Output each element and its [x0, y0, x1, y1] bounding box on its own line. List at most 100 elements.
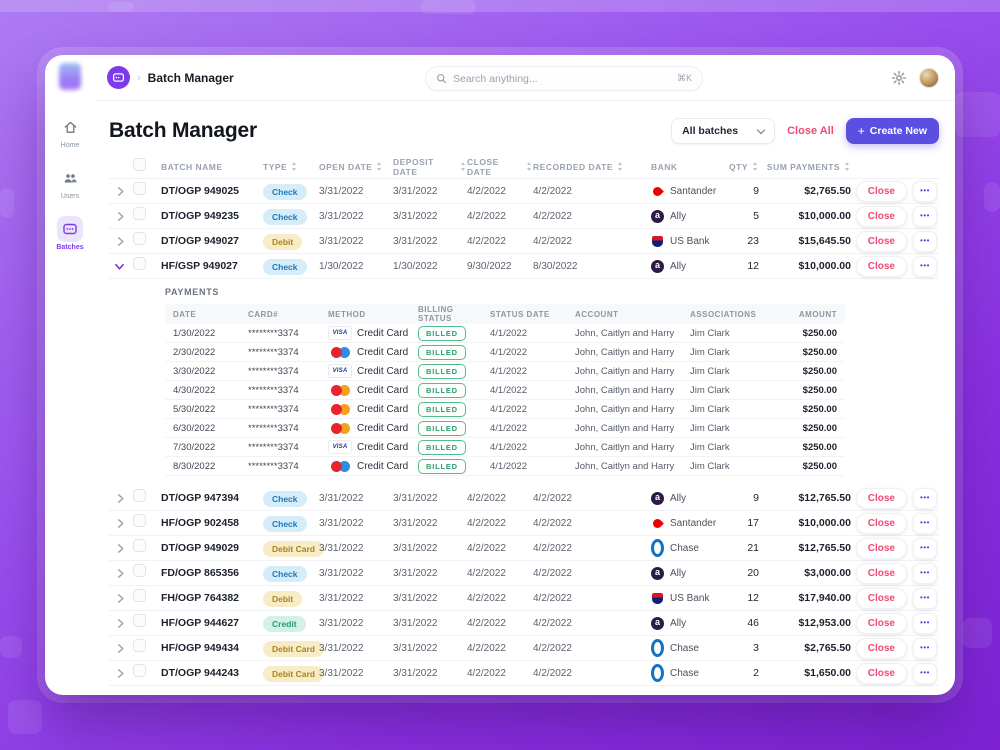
table-header-row: BATCH NAME TYPE OPEN DATE DEPOSIT DATE CLOSE…	[109, 155, 939, 179]
row-menu-button[interactable]	[913, 487, 937, 509]
expand-chevron-icon[interactable]	[113, 259, 127, 273]
column-header[interactable]: DEPOSIT DATE	[393, 157, 467, 177]
type-badge: Check	[263, 184, 307, 200]
close-button[interactable]: Close	[855, 562, 907, 584]
search-input[interactable]	[453, 72, 671, 85]
sort-icon	[291, 162, 298, 171]
close-button[interactable]: Close	[855, 180, 907, 202]
close-button[interactable]: Close	[855, 662, 907, 684]
bg-decor	[984, 182, 1000, 212]
close-date: 4/2/2022	[467, 542, 506, 554]
qty: 12	[747, 260, 759, 272]
close-all-button[interactable]: Close All	[787, 125, 834, 137]
deposit-date: 3/31/2022	[393, 667, 438, 679]
close-button[interactable]: Close	[855, 537, 907, 559]
row-checkbox[interactable]	[133, 564, 146, 577]
row-checkbox[interactable]	[133, 182, 146, 195]
expand-chevron-icon[interactable]	[113, 541, 127, 555]
row-menu-button[interactable]	[913, 612, 937, 634]
row-menu-button[interactable]	[913, 662, 937, 684]
expand-chevron-icon[interactable]	[113, 641, 127, 655]
expand-chevron-icon[interactable]	[113, 516, 127, 530]
close-button[interactable]: Close	[855, 230, 907, 252]
sidebar-item-batches[interactable]: Batches	[56, 216, 84, 251]
expand-chevron-icon[interactable]	[113, 184, 127, 198]
payment-method: Credit Card	[328, 402, 418, 416]
row-checkbox[interactable]	[133, 257, 146, 270]
close-button[interactable]: Close	[855, 637, 907, 659]
recorded-date: 4/2/2022	[533, 642, 572, 654]
expand-chevron-icon[interactable]	[113, 234, 127, 248]
batch-filter-select[interactable]: All batches	[671, 118, 776, 144]
payments-header-row: DATE CARD# METHOD BILLING STATUS STATUS DATE…	[165, 304, 845, 324]
bg-decor	[108, 2, 134, 12]
expand-chevron-icon[interactable]	[113, 491, 127, 505]
gear-icon[interactable]	[891, 70, 907, 86]
row-menu-button[interactable]	[913, 180, 937, 202]
row-checkbox[interactable]	[133, 639, 146, 652]
row-menu-button[interactable]	[913, 205, 937, 227]
row-menu-button[interactable]	[913, 587, 937, 609]
row-menu-button[interactable]	[913, 512, 937, 534]
close-button[interactable]: Close	[855, 587, 907, 609]
row-checkbox[interactable]	[133, 232, 146, 245]
row-checkbox[interactable]	[133, 664, 146, 677]
payment-row: 6/30/2022 ********3374 Credit Card BILLE…	[165, 419, 845, 438]
close-button[interactable]: Close	[855, 255, 907, 277]
expand-chevron-icon[interactable]	[113, 209, 127, 223]
batch-name: DT/OGP 944243	[161, 667, 240, 679]
column-header[interactable]: RECORDED DATE	[533, 162, 651, 172]
payments-column-header: CARD#	[248, 309, 279, 319]
expand-chevron-icon[interactable]	[113, 666, 127, 680]
expand-chevron-icon[interactable]	[113, 566, 127, 580]
search-bar[interactable]: ⌘K	[425, 66, 703, 91]
row-menu-button[interactable]	[913, 637, 937, 659]
associations: Jim Clark	[690, 403, 730, 415]
filter-value: All batches	[682, 125, 739, 137]
row-menu-button[interactable]	[913, 537, 937, 559]
row-checkbox[interactable]	[133, 489, 146, 502]
create-new-button[interactable]: + Create New	[845, 118, 939, 144]
close-button[interactable]: Close	[855, 205, 907, 227]
deposit-date: 3/31/2022	[393, 517, 438, 529]
sidebar-item-users[interactable]: Users	[57, 165, 83, 200]
payments-column-header: BILLING STATUS	[418, 305, 454, 323]
row-checkbox[interactable]	[133, 589, 146, 602]
batch-name: DT/OGP 949235	[161, 210, 240, 222]
amount: $250.00	[802, 441, 837, 453]
qty: 9	[753, 492, 759, 504]
row-checkbox[interactable]	[133, 539, 146, 552]
row-checkbox[interactable]	[133, 614, 146, 627]
open-date: 3/31/2022	[319, 517, 364, 529]
card-number: ********3374	[248, 327, 299, 339]
close-button[interactable]: Close	[855, 487, 907, 509]
select-all-checkbox[interactable]	[133, 157, 146, 171]
row-menu-button[interactable]	[913, 230, 937, 252]
table-row: DT/OGP 949027 Debit 3/31/2022 3/31/2022 …	[109, 229, 939, 254]
sidebar-item-home[interactable]: Home	[57, 114, 83, 149]
close-button[interactable]: Close	[855, 612, 907, 634]
row-menu-button[interactable]	[913, 255, 937, 277]
deposit-date: 3/31/2022	[393, 592, 438, 604]
column-header[interactable]: QTY	[725, 162, 759, 172]
row-checkbox[interactable]	[133, 514, 146, 527]
column-header[interactable]: SUM PAYMENTS	[759, 162, 851, 172]
page-title: Batch Manager	[109, 119, 257, 142]
qty: 20	[747, 567, 759, 579]
close-date: 4/2/2022	[467, 567, 506, 579]
column-header: BANK	[651, 161, 678, 172]
column-header[interactable]: CLOSE DATE	[467, 157, 533, 177]
sum-payments: $12,765.50	[798, 542, 851, 554]
associations: Jim Clark	[690, 365, 730, 377]
row-checkbox[interactable]	[133, 207, 146, 220]
user-avatar[interactable]	[919, 68, 939, 88]
column-header[interactable]: OPEN DATE	[319, 162, 393, 172]
row-menu-button[interactable]	[913, 562, 937, 584]
expand-chevron-icon[interactable]	[113, 591, 127, 605]
card-number: ********3374	[248, 441, 299, 453]
column-header[interactable]: TYPE	[263, 162, 319, 172]
bank-icon	[651, 642, 664, 655]
close-button[interactable]: Close	[855, 512, 907, 534]
status-date: 4/1/2022	[490, 403, 527, 415]
expand-chevron-icon[interactable]	[113, 616, 127, 630]
